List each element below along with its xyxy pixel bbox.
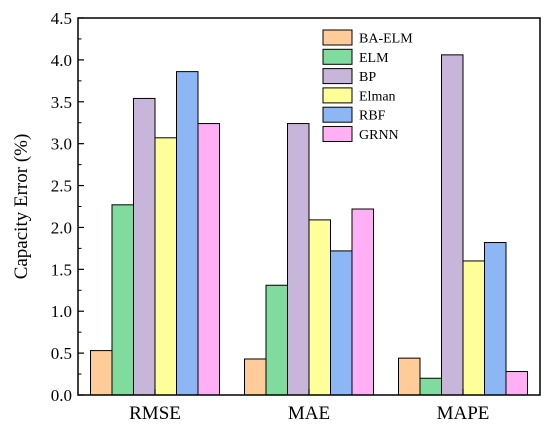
legend-swatch-rbf (322, 106, 353, 123)
legend-swatch-elm (322, 48, 353, 65)
bar-elm-mae (265, 284, 288, 396)
plot-frame (77, 17, 541, 396)
bar-bp-mape (441, 54, 464, 396)
x-category-label: MAE (288, 403, 330, 424)
x-category-label: RMSE (129, 403, 181, 424)
y-axis: 0.0 0.5 1.0 1.5 2.0 2.5 3.0 3.5 4.0 4.5 (51, 9, 84, 405)
bar-rbf-mae (330, 250, 353, 396)
bar-rbf-rmse (176, 71, 199, 396)
bar-bp-mae (287, 123, 310, 396)
legend-label-elm: ELM (359, 51, 389, 66)
bars-group (90, 54, 528, 396)
y-tick-label: 4.5 (51, 9, 72, 28)
bar-bp-rmse (133, 97, 156, 396)
legend-swatch-ba-elm (322, 29, 353, 46)
y-axis-title: Capacity Error (%) (11, 134, 32, 280)
x-axis: RMSE MAE MAPE (129, 389, 489, 424)
bar-elman-mae (308, 219, 331, 396)
y-tick-label: 2.5 (51, 177, 72, 196)
bar-ba-elm-rmse (90, 350, 113, 396)
legend-swatch-elman (322, 87, 353, 104)
legend-label-grnn: GRNN (359, 128, 399, 143)
legend-label-ba-elm: BA-ELM (359, 32, 413, 47)
y-tick-label: 0.0 (51, 386, 72, 405)
y-tick-label: 2.0 (51, 218, 72, 237)
legend: BA-ELM ELM BP Elman RBF GRNN (322, 29, 413, 143)
legend-label-rbf: RBF (359, 109, 386, 124)
y-tick-label: 1.5 (51, 260, 72, 279)
y-tick-label: 3.0 (51, 135, 72, 154)
legend-swatch-bp (322, 68, 353, 85)
legend-label-bp: BP (359, 70, 376, 85)
y-tick-label: 4.0 (51, 51, 72, 70)
bar-elman-rmse (154, 137, 177, 396)
bar-grnn-rmse (197, 123, 220, 396)
bar-elman-mape (462, 260, 485, 396)
y-tick-label: 1.0 (51, 302, 72, 321)
bar-grnn-mae (351, 208, 374, 396)
bar-ba-elm-mae (244, 358, 267, 396)
bar-elm-mape (419, 377, 442, 396)
y-tick-label: 3.5 (51, 93, 72, 112)
y-tick-label: 0.5 (51, 344, 72, 363)
legend-swatch-grnn (322, 126, 353, 142)
bar-rbf-mape (484, 242, 507, 396)
x-category-label: MAPE (437, 403, 490, 424)
bar-grnn-mape (505, 371, 528, 396)
bar-elm-rmse (111, 204, 134, 396)
bar-ba-elm-mape (398, 357, 421, 396)
legend-label-elman: Elman (359, 89, 396, 104)
